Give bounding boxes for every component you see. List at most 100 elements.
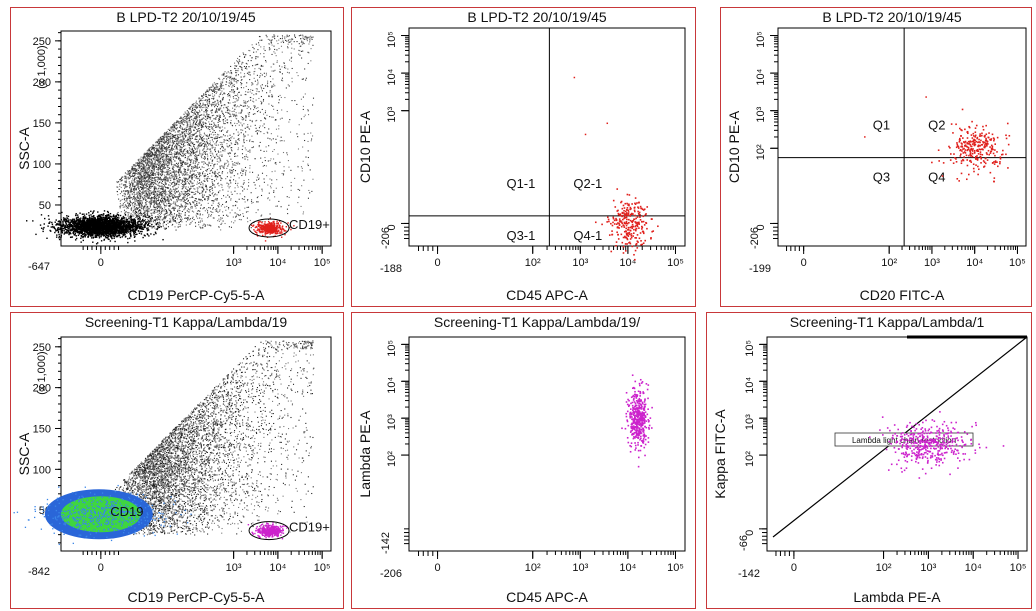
event-dot	[215, 154, 218, 156]
event-dot	[160, 138, 162, 140]
event-dot	[189, 164, 191, 166]
event-dot	[284, 96, 286, 99]
event-dot	[206, 224, 208, 226]
event-dot	[195, 225, 197, 227]
event-dot	[166, 215, 168, 217]
event-dot	[191, 134, 193, 136]
event-dot	[202, 227, 204, 229]
event-dot	[168, 205, 170, 207]
event-dot	[263, 52, 265, 55]
event-dot	[187, 112, 189, 114]
event-dot	[207, 107, 209, 109]
event-dot	[209, 123, 211, 125]
event-dot	[233, 85, 235, 87]
event-dot	[175, 170, 177, 172]
event-dot	[180, 143, 183, 145]
event-dot	[285, 36, 287, 38]
event-dot	[195, 153, 197, 155]
event-dot	[161, 155, 163, 157]
event-dot	[189, 154, 191, 156]
event-dot	[261, 90, 264, 92]
event-dot	[232, 113, 234, 115]
event-dot	[153, 198, 155, 200]
event-dot	[152, 153, 154, 155]
event-dot	[269, 75, 271, 77]
event-dot	[142, 221, 144, 223]
event-dot	[147, 197, 149, 199]
event-dot	[166, 146, 168, 148]
event-dot	[147, 168, 149, 170]
event-dot	[232, 89, 235, 91]
event-dot	[159, 210, 161, 212]
event-dot	[190, 181, 192, 183]
x-tick-label: 10³	[226, 257, 242, 269]
event-dot	[246, 72, 249, 74]
event-dot	[191, 206, 193, 208]
event-dot	[231, 169, 233, 171]
event-dot	[165, 157, 167, 159]
event-dot	[241, 110, 243, 112]
event-dot	[267, 198, 269, 200]
event-dot	[174, 217, 176, 219]
event-dot	[172, 176, 174, 178]
event-dot	[176, 181, 178, 183]
event-dot	[154, 209, 156, 211]
event-dot	[221, 178, 223, 180]
event-dot	[126, 205, 128, 207]
event-dot	[156, 190, 158, 192]
event-dot	[242, 190, 244, 192]
event-dot	[266, 84, 268, 86]
event-dot	[195, 174, 197, 176]
event-dot	[163, 214, 165, 216]
event-dot	[233, 168, 235, 171]
event-dot	[233, 78, 235, 80]
event-dot	[149, 186, 151, 188]
event-dot	[251, 140, 253, 143]
event-dot	[277, 95, 280, 98]
event-dot	[175, 176, 177, 178]
event-dot	[217, 88, 219, 90]
event-dot	[287, 47, 289, 49]
event-dot	[235, 98, 237, 100]
event-dot	[178, 117, 181, 120]
event-dot	[132, 192, 135, 194]
event-dot	[218, 171, 220, 173]
event-dot	[159, 170, 161, 172]
event-dot	[156, 209, 158, 212]
event-dot	[127, 215, 129, 217]
event-dot	[122, 184, 125, 187]
event-dot	[143, 212, 145, 215]
event-dot	[119, 200, 121, 202]
event-dot	[219, 126, 221, 128]
event-dot	[178, 179, 181, 181]
event-dot	[163, 204, 165, 206]
event-dot	[236, 142, 238, 144]
event-dot	[125, 214, 127, 216]
event-dot	[194, 138, 196, 140]
event-dot	[171, 217, 173, 219]
event-dot	[134, 204, 136, 206]
event-dot	[143, 178, 145, 180]
event-dot	[145, 199, 147, 201]
event-dot	[126, 170, 129, 172]
event-dot	[160, 206, 162, 208]
event-dot	[205, 95, 207, 97]
event-dot	[194, 199, 196, 202]
event-dot	[142, 178, 144, 180]
event-dot	[168, 195, 171, 197]
event-dot	[164, 200, 166, 202]
event-dot	[172, 125, 174, 127]
event-dot	[223, 104, 225, 106]
event-dot	[134, 184, 136, 186]
event-dot	[207, 177, 209, 180]
event-dot	[175, 138, 177, 141]
event-dot	[173, 164, 175, 166]
event-dot	[208, 207, 210, 209]
event-dot	[175, 145, 177, 147]
event-dot	[164, 218, 167, 220]
event-dot	[204, 224, 206, 226]
event-dot	[207, 116, 210, 118]
event-dot	[177, 130, 179, 132]
event-dot	[236, 87, 238, 89]
event-dot	[302, 96, 304, 98]
